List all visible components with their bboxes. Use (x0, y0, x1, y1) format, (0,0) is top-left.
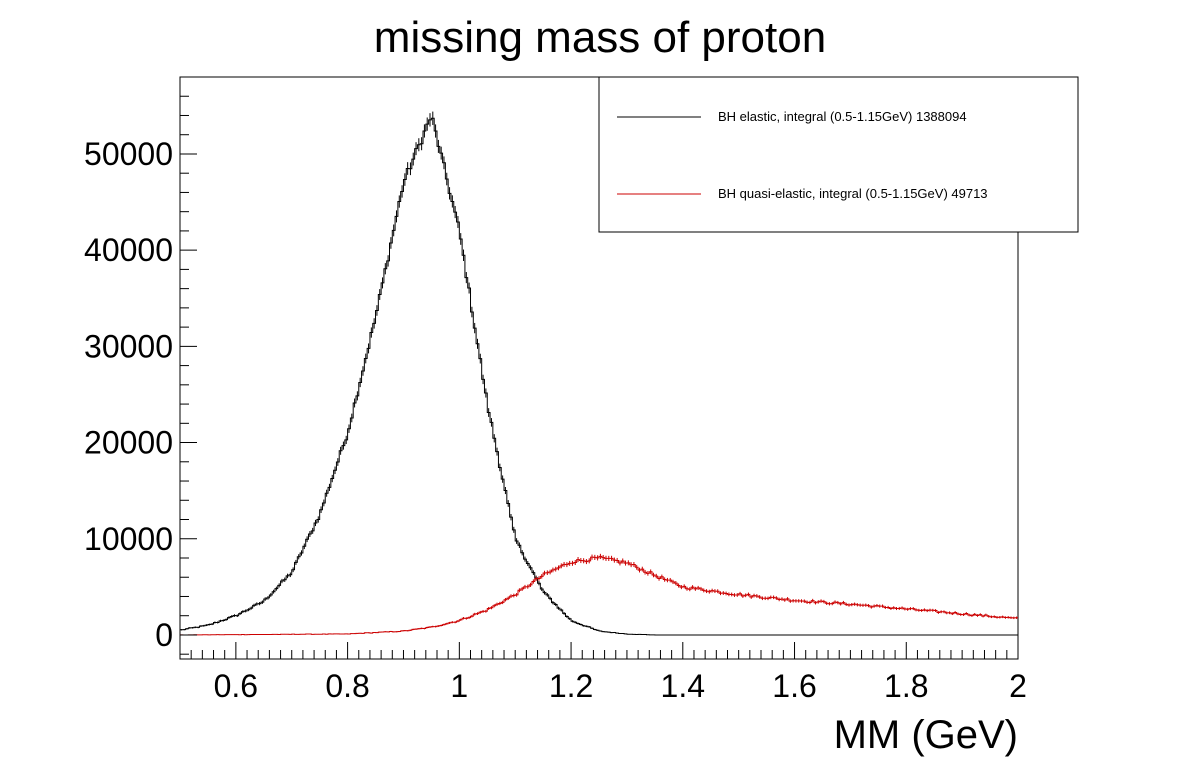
x-tick-label: 0.6 (214, 668, 258, 704)
y-tick-label: 30000 (84, 328, 173, 364)
y-tick-label: 40000 (84, 232, 173, 268)
chart-title: missing mass of proton (374, 13, 826, 62)
y-tick-label: 10000 (84, 521, 173, 557)
series-1 (180, 553, 1018, 636)
y-tick-label: 20000 (84, 425, 173, 461)
series-0 (180, 111, 1018, 636)
series-line-0 (180, 117, 1018, 636)
x-axis: 0.6 0.8 1 1.2 1.4 1.6 1.8 2 (179, 642, 1027, 704)
legend-box (598, 76, 1079, 233)
x-axis-title: MM (GeV) (834, 713, 1018, 757)
y-tick-label: 0 (155, 617, 173, 653)
x-tick-label: 1.6 (772, 668, 816, 704)
x-tick-label: 1.4 (661, 668, 705, 704)
x-tick-label: 0.8 (325, 668, 369, 704)
legend-label-quasi-elastic: BH quasi-elastic, integral (0.5-1.15GeV)… (718, 186, 988, 201)
legend-label-elastic: BH elastic, integral (0.5-1.15GeV) 13880… (718, 109, 967, 124)
x-tick-label: 2 (1009, 668, 1027, 704)
x-tick-label: 1.2 (549, 668, 593, 704)
series-line-1 (180, 555, 1018, 636)
y-tick-label: 50000 (84, 136, 173, 172)
legend: BH elastic, integral (0.5-1.15GeV) 13880… (598, 76, 1079, 233)
x-tick-label: 1 (450, 668, 468, 704)
x-tick-label: 1.8 (884, 668, 928, 704)
y-axis: 0 10000 20000 30000 40000 50000 (84, 95, 197, 655)
